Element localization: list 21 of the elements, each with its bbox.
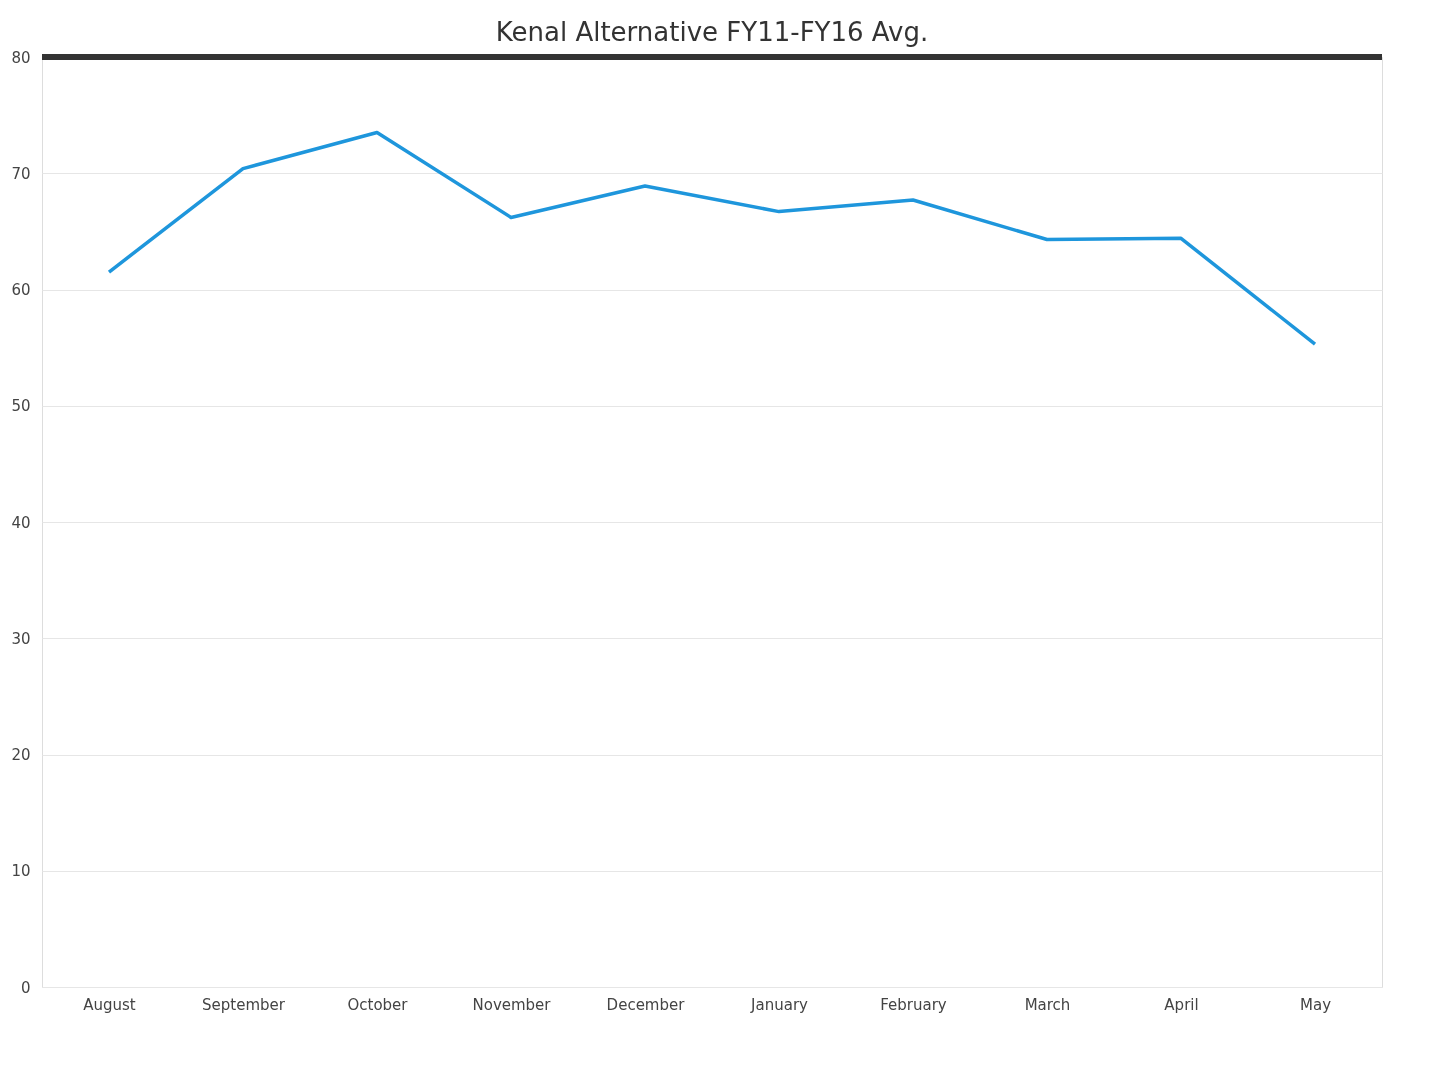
x-tick-label: October xyxy=(347,995,409,1014)
y-tick-label: 70 xyxy=(11,164,31,183)
y-tick-label: 40 xyxy=(11,513,31,532)
x-tick-label: January xyxy=(750,995,809,1014)
y-tick-label: 0 xyxy=(20,978,31,997)
x-tick-label: September xyxy=(202,995,286,1014)
y-tick-label: 20 xyxy=(11,746,31,764)
x-tick-label: April xyxy=(1164,995,1199,1014)
x-tick-label: February xyxy=(880,995,947,1014)
x-tick-label: March xyxy=(1024,995,1071,1014)
x-tick-label: August xyxy=(83,995,136,1014)
x-tick-label: November xyxy=(472,995,552,1014)
x-tick-label: December xyxy=(606,995,686,1014)
line-series xyxy=(107,130,1317,346)
y-tick-label: 30 xyxy=(11,629,31,648)
y-tick-label: 10 xyxy=(11,862,31,881)
y-tick-label: 80 xyxy=(11,48,31,67)
y-tick-label: 50 xyxy=(11,397,31,416)
y-tick-label: 60 xyxy=(11,281,31,299)
x-tick-label: May xyxy=(1299,995,1332,1014)
chart-title: Kenal Alternative FY11-FY16 Avg. xyxy=(495,17,929,47)
